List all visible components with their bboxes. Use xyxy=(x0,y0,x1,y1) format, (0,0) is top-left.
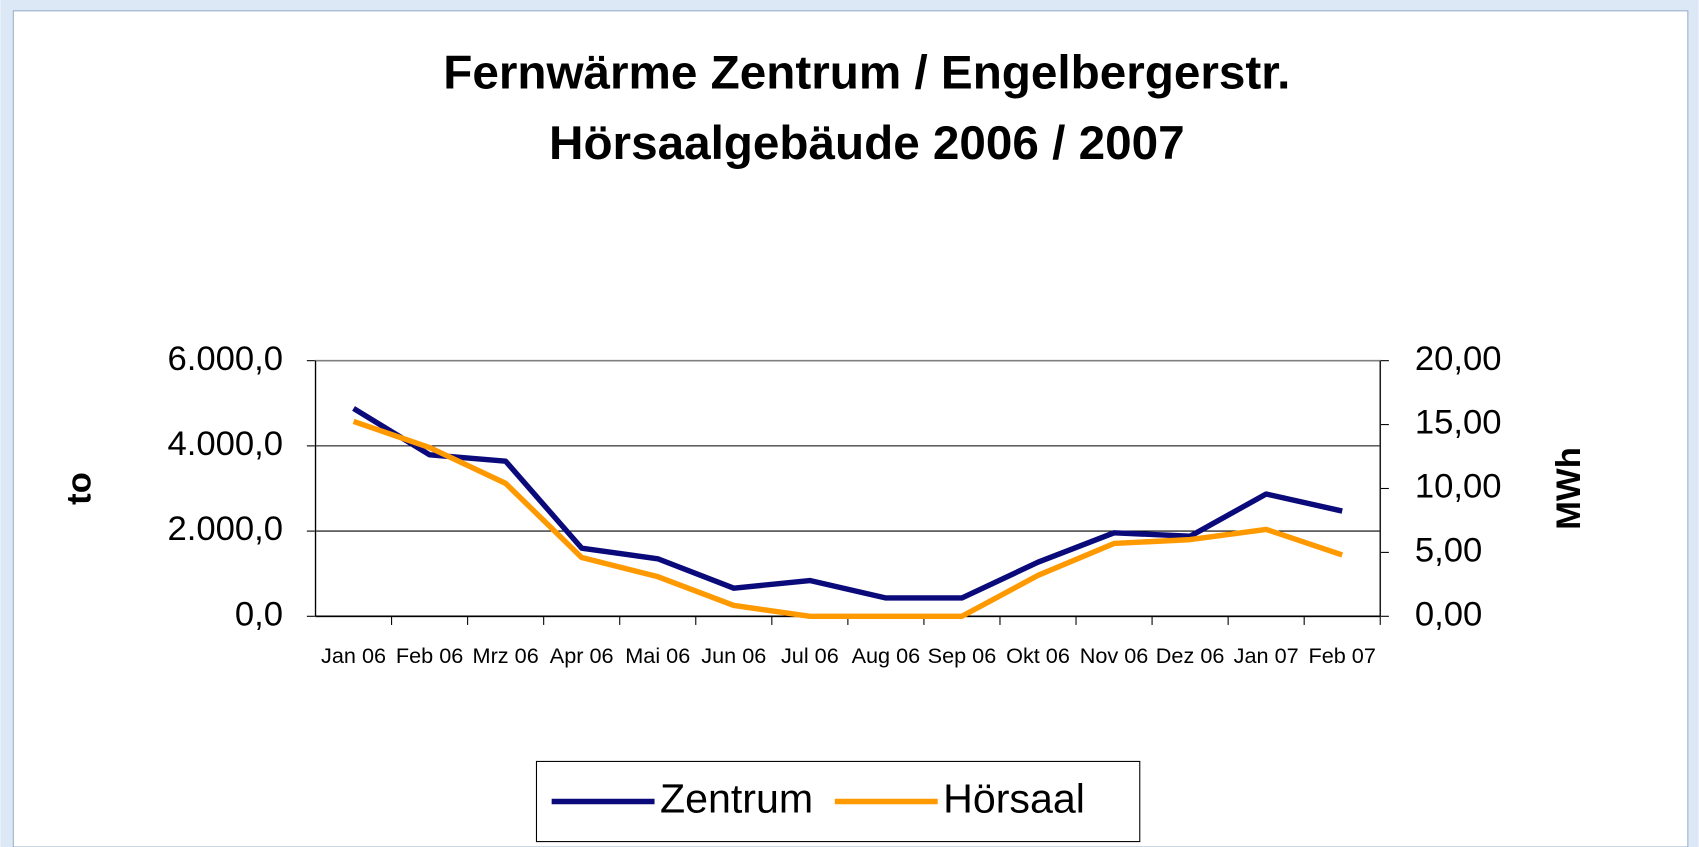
x-tick-label: Feb 07 xyxy=(1308,643,1375,668)
y2-tick-label: 15,00 xyxy=(1415,404,1502,442)
legend-label: Hörsaal xyxy=(943,775,1085,821)
x-tick-label: Aug 06 xyxy=(852,643,921,668)
y-tick-label: 0,0 xyxy=(235,595,283,633)
x-tick-label: Dez 06 xyxy=(1156,643,1225,668)
y2-tick-label: 20,00 xyxy=(1415,340,1502,378)
y-tick-label: 6.000,0 xyxy=(167,340,283,378)
x-tick-label: Mrz 06 xyxy=(473,643,539,668)
x-tick-label: Feb 06 xyxy=(396,643,463,668)
series-line xyxy=(352,418,1344,620)
y-tick-label: 2.000,0 xyxy=(167,510,283,548)
x-tick-label: Jan 06 xyxy=(321,643,386,668)
y2-tick-label: 0,00 xyxy=(1415,595,1482,633)
chart-title: Fernwärme Zentrum / Engelbergerstr. xyxy=(443,46,1290,99)
x-tick-label: Jan 07 xyxy=(1234,643,1299,668)
y-axis-label: to xyxy=(61,472,99,505)
x-tick-label: Jun 06 xyxy=(701,643,766,668)
y2-axis-label: MWh xyxy=(1550,447,1588,530)
legend-label: Zentrum xyxy=(660,775,813,821)
chart-area xyxy=(12,10,1689,847)
x-tick-label: Nov 06 xyxy=(1080,643,1149,668)
x-tick-label: Apr 06 xyxy=(550,643,614,668)
y2-tick-label: 5,00 xyxy=(1415,532,1482,570)
x-tick-label: Sep 06 xyxy=(928,643,997,668)
x-tick-label: Okt 06 xyxy=(1006,643,1070,668)
x-tick-label: Jul 06 xyxy=(781,643,839,668)
chart-title: Hörsaalgebäude 2006 / 2007 xyxy=(549,117,1185,170)
y2-tick-label: 10,00 xyxy=(1415,468,1502,506)
series-line xyxy=(352,406,1343,601)
y-tick-label: 4.000,0 xyxy=(167,425,283,463)
x-tick-label: Mai 06 xyxy=(625,643,690,668)
